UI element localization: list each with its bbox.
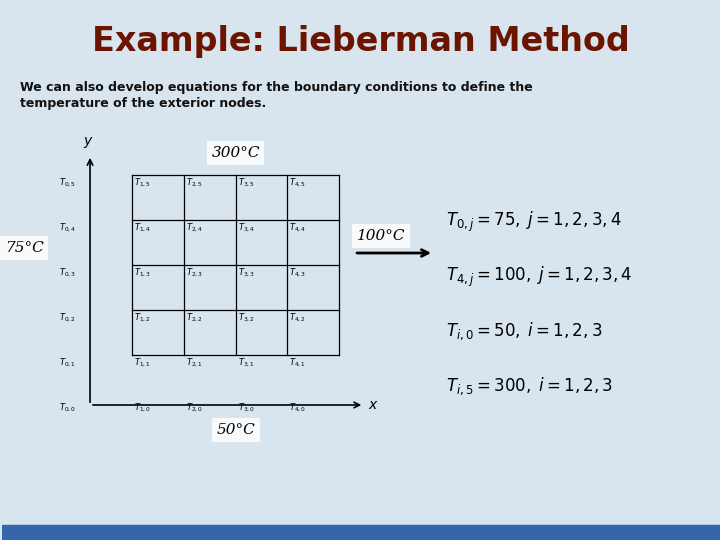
- Text: $T_{3,0}$: $T_{3,0}$: [238, 402, 255, 414]
- Text: $T_{4,4}$: $T_{4,4}$: [289, 222, 307, 234]
- Text: temperature of the exterior nodes.: temperature of the exterior nodes.: [20, 97, 266, 110]
- Text: $T_{1,1}$: $T_{1,1}$: [134, 357, 151, 369]
- Text: $T_{1,4}$: $T_{1,4}$: [134, 222, 151, 234]
- Text: $T_{i,0} = 50,\;i = 1,2,3$: $T_{i,0} = 50,\;i = 1,2,3$: [446, 320, 602, 342]
- Text: $T_{2,4}$: $T_{2,4}$: [186, 222, 203, 234]
- Text: $T_{0,j} = 75,\;j = 1,2,3,4$: $T_{0,j} = 75,\;j = 1,2,3,4$: [446, 210, 621, 234]
- Text: $T_{4,1}$: $T_{4,1}$: [289, 357, 307, 369]
- Text: $T_{2,3}$: $T_{2,3}$: [186, 267, 203, 279]
- Text: $T_{3,4}$: $T_{3,4}$: [238, 222, 255, 234]
- Text: $T_{4,j} = 100,\;j = 1,2,3,4$: $T_{4,j} = 100,\;j = 1,2,3,4$: [446, 265, 632, 289]
- Text: $T_{1,3}$: $T_{1,3}$: [134, 267, 151, 279]
- Text: $T_{2,2}$: $T_{2,2}$: [186, 312, 203, 324]
- Text: We can also develop equations for the boundary conditions to define the: We can also develop equations for the bo…: [20, 82, 533, 94]
- Text: $T_{2,5}$: $T_{2,5}$: [186, 177, 203, 189]
- Text: $T_{2,1}$: $T_{2,1}$: [186, 357, 203, 369]
- Text: $T_{1,5}$: $T_{1,5}$: [134, 177, 151, 189]
- Bar: [2, 525, 720, 540]
- Text: $T_{3,5}$: $T_{3,5}$: [238, 177, 255, 189]
- Text: $T_{4,5}$: $T_{4,5}$: [289, 177, 307, 189]
- Text: $T_{0,3}$: $T_{0,3}$: [59, 267, 76, 279]
- Text: $T_{4,0}$: $T_{4,0}$: [289, 402, 307, 414]
- Text: $T_{i,5} = 300,\;i = 1,2,3$: $T_{i,5} = 300,\;i = 1,2,3$: [446, 375, 613, 396]
- Text: $T_{1,2}$: $T_{1,2}$: [134, 312, 151, 324]
- Text: $x$: $x$: [368, 398, 379, 412]
- Text: $T_{3,2}$: $T_{3,2}$: [238, 312, 255, 324]
- Text: $T_{2,0}$: $T_{2,0}$: [186, 402, 203, 414]
- Text: $T_{0,5}$: $T_{0,5}$: [59, 177, 76, 189]
- Text: Example: Lieberman Method: Example: Lieberman Method: [92, 25, 630, 58]
- Text: $y$: $y$: [83, 135, 94, 150]
- Text: 300°C: 300°C: [211, 146, 260, 160]
- Text: $T_{4,3}$: $T_{4,3}$: [289, 267, 307, 279]
- Text: 100°C: 100°C: [357, 229, 405, 243]
- Text: 50°C: 50°C: [216, 423, 255, 437]
- Text: $T_{0,0}$: $T_{0,0}$: [59, 402, 76, 414]
- Text: $T_{0,4}$: $T_{0,4}$: [59, 222, 76, 234]
- Text: $T_{1,0}$: $T_{1,0}$: [134, 402, 151, 414]
- Text: $T_{3,3}$: $T_{3,3}$: [238, 267, 255, 279]
- Text: $T_{0,1}$: $T_{0,1}$: [59, 357, 76, 369]
- Text: $T_{3,1}$: $T_{3,1}$: [238, 357, 255, 369]
- Text: $T_{0,2}$: $T_{0,2}$: [59, 312, 76, 324]
- Text: $T_{4,2}$: $T_{4,2}$: [289, 312, 307, 324]
- Text: 75°C: 75°C: [5, 241, 44, 255]
